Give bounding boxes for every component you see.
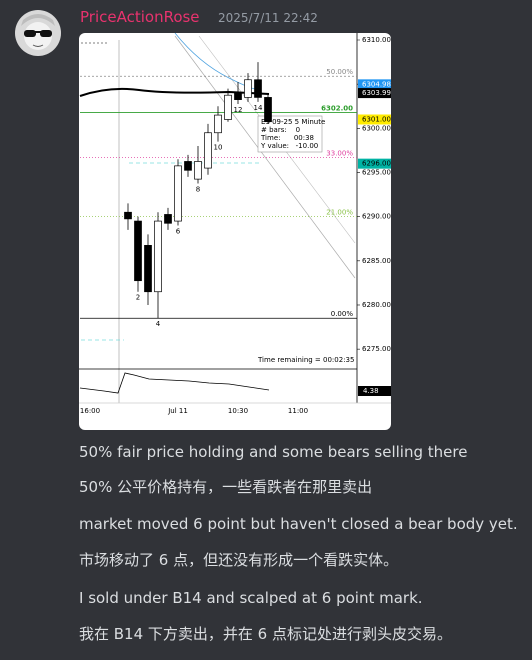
bar-label: 14	[254, 104, 263, 112]
chart-image[interactable]: 4.38 Time remaining = 00:02:35 6310.0063…	[79, 33, 391, 430]
bar-label: 10	[214, 144, 223, 152]
x-tick-label: 11:00	[288, 407, 308, 415]
price-tag	[358, 79, 391, 90]
tooltip-line: # bars: 0	[261, 126, 300, 134]
level-label: 50.00%	[326, 68, 353, 76]
candle-body	[154, 220, 162, 293]
ma-line	[79, 87, 270, 97]
candle-body	[164, 214, 172, 224]
candle-body	[134, 220, 142, 282]
candle-body	[214, 114, 222, 134]
candle-body	[194, 161, 202, 180]
tooltip-line: Time: 00:38	[260, 134, 314, 142]
level-label: 33.00%	[326, 149, 353, 157]
bar-label: 8	[196, 186, 200, 194]
y-tick-label: 6275.00	[362, 345, 391, 353]
author[interactable]: PriceActionRose	[80, 8, 200, 26]
price-tag-label: 6304.98	[362, 80, 391, 88]
candle-body	[204, 132, 212, 169]
candle-body	[264, 97, 272, 123]
indicator-line	[79, 372, 270, 394]
message-line: I sold under B14 and scalped at 6 point …	[79, 589, 423, 607]
level-label: 6302.00	[321, 104, 353, 112]
tooltip-line: ES 09-25 5 Minute	[261, 118, 325, 126]
y-tick-label: 6280.00	[362, 301, 391, 309]
candle-body	[224, 94, 232, 120]
candle-body	[184, 161, 192, 171]
price-tag-label: 6301.00	[362, 115, 391, 123]
y-tick-label: 6290.00	[362, 213, 391, 221]
y-tick-label: 6310.00	[362, 36, 391, 44]
candle-body	[144, 245, 152, 293]
price-tag-label: 6296.00	[362, 160, 391, 168]
bar-label: 2	[136, 294, 140, 302]
bar-label: 12	[234, 106, 243, 114]
message-line: 50% 公平价格持有，一些看跌者在那里卖出	[79, 478, 373, 496]
message-line: 我在 B14 下方卖出，并在 6 点标记处进行剥头皮交易。	[79, 625, 452, 643]
time-remaining: Time remaining = 00:02:35	[257, 356, 354, 364]
y-tick-label: 6285.00	[362, 257, 391, 265]
level-label: 0.00%	[331, 310, 354, 318]
timestamp: 2025/7/11 22:42	[218, 11, 318, 25]
candle-body	[234, 92, 242, 100]
candle-body	[124, 211, 132, 220]
candle-body	[174, 165, 182, 222]
price-tag	[358, 88, 391, 99]
x-tick-label: 16:00	[80, 407, 100, 415]
bar-label: 4	[156, 320, 161, 328]
indicator-value: 4.38	[363, 387, 379, 395]
level-label: 21.00%	[326, 209, 353, 217]
tooltip	[257, 115, 323, 153]
candle-body	[244, 79, 252, 98]
x-tick-label: Jul 11	[167, 407, 188, 415]
y-tick-label: 6295.00	[362, 168, 391, 176]
price-tag-label: 6303.99	[362, 89, 391, 97]
price-tag	[358, 114, 391, 125]
message-line: market moved 6 point but haven't closed …	[79, 515, 518, 533]
tooltip-line: Y value: -10.00	[260, 142, 318, 150]
indicator-tag	[358, 386, 391, 396]
x-tick-label: 10:30	[228, 407, 248, 415]
message-line: 市场移动了 6 点，但还没有形成一个看跌实体。	[79, 551, 399, 569]
avatar[interactable]	[15, 10, 61, 56]
y-tick-label: 6300.00	[362, 124, 391, 132]
price-tag	[358, 158, 391, 169]
bar-label: 6	[176, 227, 181, 235]
candle-body	[254, 79, 262, 98]
message-line: 50% fair price holding and some bears se…	[79, 443, 468, 461]
